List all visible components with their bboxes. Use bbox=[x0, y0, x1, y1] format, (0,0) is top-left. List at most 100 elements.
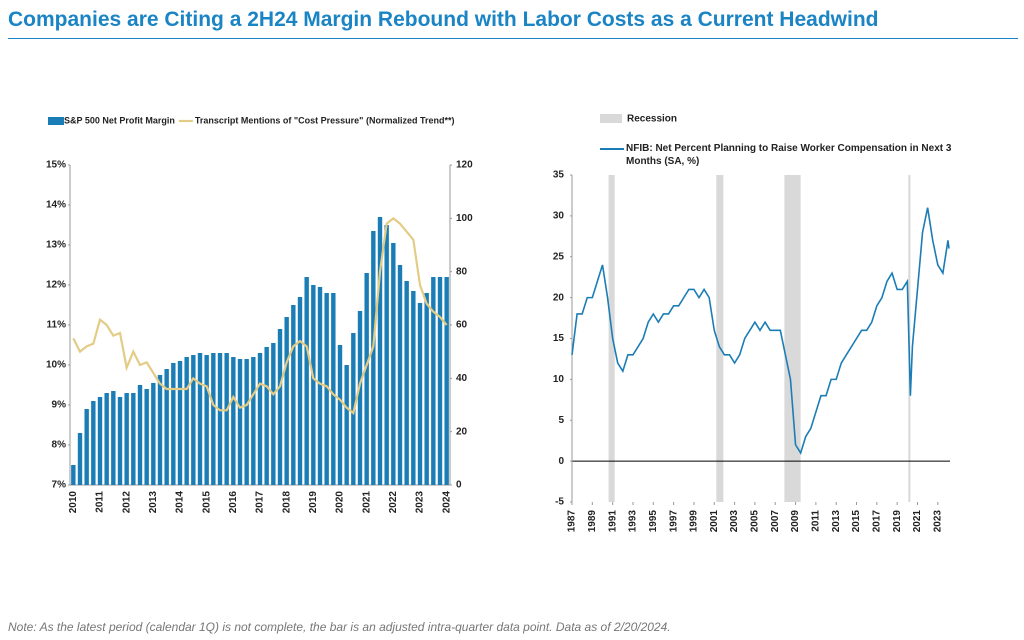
bar bbox=[144, 389, 149, 485]
y-tick-label: 5 bbox=[558, 415, 564, 426]
y-tick-label: 7% bbox=[52, 480, 67, 491]
y-tick-label: 12% bbox=[46, 280, 66, 291]
bar bbox=[71, 465, 76, 485]
line bbox=[72, 216, 448, 415]
x-tick-label: 2007 bbox=[770, 510, 781, 533]
x-tick-label: 2019 bbox=[308, 491, 319, 514]
bar bbox=[437, 277, 443, 485]
y2-tick-label: 120 bbox=[456, 160, 473, 171]
x-tick-label: 2012 bbox=[121, 491, 132, 514]
x-tick-label: 2024 bbox=[441, 491, 452, 514]
y2-tick-label: 0 bbox=[456, 480, 462, 491]
x-tick-label: 2011 bbox=[95, 491, 106, 513]
bar bbox=[211, 353, 216, 485]
bar bbox=[364, 273, 369, 485]
bar bbox=[411, 291, 416, 485]
x-tick-label: 1989 bbox=[587, 510, 598, 533]
x-tick-label: 2020 bbox=[335, 491, 346, 514]
y-tick-label: 10% bbox=[46, 360, 66, 371]
x-tick-label: 2021 bbox=[912, 510, 923, 533]
y-tick-label: 0 bbox=[558, 456, 564, 467]
x-tick-label: 2017 bbox=[871, 510, 882, 533]
bar bbox=[311, 285, 316, 485]
y2-tick-label: 40 bbox=[456, 373, 468, 384]
y2-tick-label: 80 bbox=[456, 266, 468, 277]
bar bbox=[237, 359, 243, 485]
x-tick-label: 2010 bbox=[68, 491, 79, 514]
bar bbox=[117, 397, 123, 485]
recession-band bbox=[716, 175, 724, 502]
y2-tick-label: 20 bbox=[456, 426, 468, 437]
bar bbox=[84, 409, 89, 485]
x-tick-label: 2001 bbox=[709, 510, 720, 533]
title-rule bbox=[8, 38, 1018, 39]
x-tick-label: 2018 bbox=[281, 491, 292, 514]
x-tick-label: 2009 bbox=[790, 510, 801, 533]
bar bbox=[231, 357, 236, 485]
x-tick-label: 2014 bbox=[175, 491, 186, 514]
bar bbox=[77, 433, 83, 485]
recession-band bbox=[608, 175, 615, 502]
bar bbox=[104, 393, 109, 485]
bar bbox=[324, 293, 329, 485]
bar bbox=[204, 355, 209, 485]
x-tick-label: 1995 bbox=[648, 510, 659, 533]
bar bbox=[217, 353, 223, 485]
bar bbox=[304, 277, 309, 485]
bar bbox=[251, 357, 256, 485]
y-tick-label: 9% bbox=[52, 400, 67, 411]
y-tick-label: -5 bbox=[555, 497, 564, 508]
bar bbox=[331, 293, 336, 485]
x-tick-label: 1987 bbox=[567, 510, 578, 533]
line bbox=[571, 207, 950, 455]
bar bbox=[284, 317, 289, 485]
bar bbox=[371, 231, 376, 485]
y-tick-label: 10 bbox=[553, 374, 565, 385]
bar bbox=[131, 393, 136, 485]
x-tick-label: 2005 bbox=[750, 510, 761, 533]
y2-tick-label: 100 bbox=[456, 213, 473, 224]
bar bbox=[271, 343, 276, 485]
bar bbox=[91, 401, 96, 485]
bar bbox=[151, 383, 156, 485]
x-tick-label: 2015 bbox=[201, 491, 212, 514]
bar bbox=[264, 347, 269, 485]
legend-label: Transcript Mentions of "Cost Pressure" (… bbox=[195, 115, 455, 125]
bar bbox=[417, 303, 423, 485]
bar bbox=[111, 391, 116, 485]
x-tick-label: 1993 bbox=[628, 510, 639, 533]
x-tick-label: 2013 bbox=[831, 510, 842, 533]
y-tick-label: 11% bbox=[47, 320, 67, 331]
bar bbox=[391, 243, 396, 485]
bar bbox=[171, 363, 176, 485]
x-tick-label: 2022 bbox=[388, 491, 399, 514]
x-tick-label: 2021 bbox=[361, 491, 372, 514]
y-tick-label: 14% bbox=[46, 200, 66, 211]
x-tick-label: 2015 bbox=[851, 510, 862, 533]
bar bbox=[377, 217, 383, 485]
legend-label: Recession bbox=[627, 114, 677, 125]
bar bbox=[357, 311, 363, 485]
legend-label: S&P 500 Net Profit Margin bbox=[64, 115, 175, 125]
x-tick-label: 2023 bbox=[415, 491, 426, 514]
x-tick-label: 1997 bbox=[668, 510, 679, 533]
x-tick-label: 2016 bbox=[228, 491, 239, 514]
x-tick-label: 2017 bbox=[255, 491, 266, 514]
x-tick-label: 1999 bbox=[689, 510, 700, 533]
x-tick-label: 2003 bbox=[729, 510, 740, 533]
bar bbox=[291, 305, 296, 485]
bar bbox=[164, 369, 169, 485]
page-title: Companies are Citing a 2H24 Margin Rebou… bbox=[8, 8, 879, 31]
bar bbox=[177, 361, 183, 485]
bar bbox=[397, 265, 403, 485]
x-tick-label: 1991 bbox=[607, 510, 618, 533]
bar bbox=[431, 277, 436, 485]
x-tick-label: 2019 bbox=[892, 510, 903, 533]
y-tick-label: 25 bbox=[553, 251, 565, 262]
bar bbox=[337, 345, 343, 485]
bar bbox=[137, 385, 143, 485]
bar bbox=[384, 225, 389, 485]
bar bbox=[317, 287, 323, 485]
